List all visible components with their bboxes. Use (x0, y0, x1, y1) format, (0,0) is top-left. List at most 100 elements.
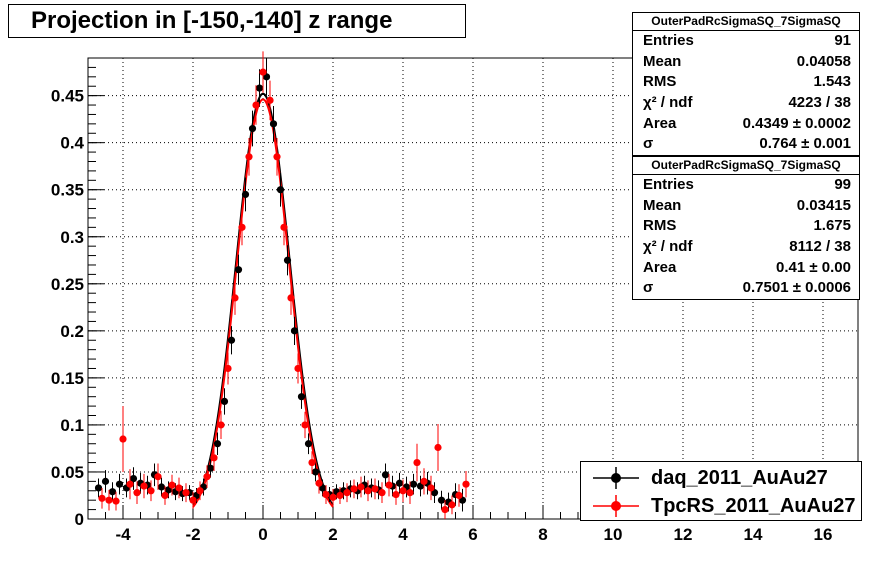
y-tick-label: 0.35 (51, 181, 84, 200)
legend-label-tpcrs: TpcRS_2011_AuAu27 (651, 495, 856, 517)
marker (112, 497, 120, 505)
marker (248, 124, 257, 133)
data-point (409, 473, 418, 495)
marker (350, 485, 358, 493)
stats-row-mean: Mean 0.03415 (643, 196, 851, 214)
marker (94, 484, 103, 492)
marker (105, 496, 113, 504)
x-tick-label: 8 (538, 525, 547, 544)
marker (290, 327, 299, 335)
data-point (350, 479, 358, 499)
marker (406, 489, 414, 497)
x-tick-label: 6 (468, 525, 477, 544)
data-point (206, 458, 215, 478)
x-tick-label: 12 (674, 525, 693, 544)
marker (378, 489, 386, 497)
data-point (175, 477, 183, 499)
marker (315, 479, 323, 487)
data-point (269, 105, 278, 142)
marker (255, 84, 264, 92)
data-point (290, 316, 299, 345)
data-point (406, 481, 414, 504)
marker (227, 336, 236, 344)
marker (108, 488, 117, 496)
marker (126, 480, 134, 488)
data-point (294, 353, 302, 384)
axes: -4 -2 0 2 4 6 8 10 12 14 16 0 0.05 0.1 0.15 0.2 0.25 0.3 0… (51, 57, 859, 544)
data-point (308, 451, 316, 474)
marker (420, 477, 428, 485)
marker (304, 440, 313, 448)
data-point (322, 485, 330, 504)
x-tick-label: 14 (744, 525, 763, 544)
data-point (329, 488, 337, 506)
data-point (108, 482, 117, 502)
marker (322, 490, 330, 499)
fit-curves (192, 92, 334, 508)
marker (276, 186, 285, 194)
data-point (385, 473, 393, 497)
marker (287, 294, 295, 302)
data-point (115, 473, 124, 495)
data-point (266, 80, 274, 121)
marker (220, 397, 229, 405)
legend-label-daq: daq_2011_AuAu27 (651, 467, 828, 489)
data-point (255, 69, 264, 107)
data-point (94, 478, 103, 498)
data-point (101, 470, 110, 493)
marker (206, 464, 215, 472)
data-point (238, 209, 246, 246)
marker (357, 483, 365, 491)
marker (259, 68, 267, 76)
marker (168, 481, 176, 489)
marker (241, 190, 250, 199)
data-point (441, 500, 449, 519)
data-point (343, 483, 351, 503)
marker (427, 484, 435, 492)
marker (133, 489, 141, 497)
data-point (311, 462, 320, 482)
stats-row-sigma: σ 0.764 ± 0.001 (643, 135, 851, 153)
marker (203, 473, 211, 481)
marker (154, 473, 162, 481)
data-point (420, 468, 428, 495)
y-tick-label: 0.4 (60, 134, 84, 153)
data-point (371, 478, 379, 500)
x-tick-label: -4 (115, 525, 131, 544)
y-tick-label: 0 (75, 510, 84, 529)
data-point (381, 463, 390, 487)
marker (455, 491, 463, 500)
data-point (399, 479, 407, 503)
legend-entry-daq: daq_2011_AuAu27 (587, 464, 859, 492)
data-point (395, 472, 404, 494)
data-point (462, 471, 470, 498)
data-point (357, 476, 365, 498)
marker (252, 101, 260, 109)
data-point (280, 209, 288, 246)
marker (434, 443, 442, 452)
marker (413, 458, 421, 467)
data-point (224, 352, 232, 385)
x-tick-label: 10 (604, 525, 623, 544)
data-point (273, 137, 281, 176)
data-point (129, 467, 138, 490)
marker (231, 294, 239, 302)
stats-row-chi2: χ² / ndf 8112 / 38 (643, 238, 851, 256)
marker (245, 153, 253, 161)
marker (392, 490, 400, 499)
chart-title: Projection in [-150,-140] z range (8, 4, 466, 38)
marker (311, 468, 320, 476)
y-tick-label: 0.25 (51, 275, 84, 294)
y-tick-label: 0.45 (51, 87, 84, 106)
marker (189, 496, 197, 504)
y-tick-label: 0.15 (51, 369, 84, 388)
stats-row-entries: Entries 91 (643, 32, 851, 49)
x-tick-label: 4 (398, 525, 408, 544)
data-point (203, 465, 211, 488)
stats-box-tpcrs: OuterPadRcSigmaSQ_7SigmaSQ Entries 99 Mea… (632, 156, 860, 301)
stats-histogram-name: OuterPadRcSigmaSQ_7SigmaSQ (633, 13, 859, 31)
marker (157, 483, 166, 491)
data-point (248, 110, 257, 147)
data-point (227, 326, 236, 355)
y-tick-label: 0.1 (60, 416, 84, 435)
